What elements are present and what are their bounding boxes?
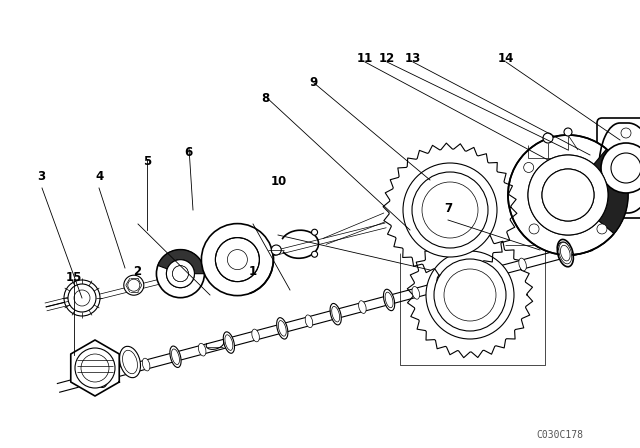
Circle shape xyxy=(542,169,594,221)
Circle shape xyxy=(202,224,273,296)
Text: 6: 6 xyxy=(185,146,193,159)
Text: 11: 11 xyxy=(356,52,373,65)
Ellipse shape xyxy=(223,332,234,353)
Polygon shape xyxy=(71,340,119,396)
Ellipse shape xyxy=(559,242,572,264)
Polygon shape xyxy=(407,233,532,358)
Ellipse shape xyxy=(358,301,366,314)
Ellipse shape xyxy=(561,246,570,261)
Wedge shape xyxy=(568,149,628,233)
Circle shape xyxy=(422,182,478,238)
Ellipse shape xyxy=(120,346,141,378)
Circle shape xyxy=(417,177,483,243)
Ellipse shape xyxy=(276,318,288,339)
Text: 10: 10 xyxy=(270,175,287,188)
Ellipse shape xyxy=(557,239,573,267)
Ellipse shape xyxy=(438,278,447,293)
Text: 5: 5 xyxy=(143,155,151,168)
Ellipse shape xyxy=(437,275,448,297)
Circle shape xyxy=(312,251,317,257)
Circle shape xyxy=(528,155,608,235)
Ellipse shape xyxy=(385,292,393,308)
Text: 2: 2 xyxy=(134,264,141,278)
Circle shape xyxy=(75,348,115,388)
Text: 9: 9 xyxy=(310,76,317,90)
Circle shape xyxy=(412,172,488,248)
Ellipse shape xyxy=(465,272,473,285)
Circle shape xyxy=(64,280,100,316)
Wedge shape xyxy=(158,250,204,274)
Circle shape xyxy=(621,128,631,138)
Text: 13: 13 xyxy=(404,52,421,65)
Circle shape xyxy=(439,264,501,326)
Circle shape xyxy=(81,354,109,382)
Circle shape xyxy=(227,250,248,270)
Circle shape xyxy=(444,269,496,321)
Circle shape xyxy=(528,155,608,235)
Circle shape xyxy=(558,242,568,252)
Ellipse shape xyxy=(305,315,313,327)
Circle shape xyxy=(166,260,195,288)
Circle shape xyxy=(384,144,516,276)
Ellipse shape xyxy=(142,358,150,371)
Text: 1: 1 xyxy=(249,264,257,278)
Circle shape xyxy=(312,229,317,235)
Circle shape xyxy=(542,169,594,221)
Ellipse shape xyxy=(332,306,340,322)
Ellipse shape xyxy=(172,349,179,365)
Circle shape xyxy=(216,237,259,282)
Ellipse shape xyxy=(225,335,233,350)
Circle shape xyxy=(408,233,532,357)
Ellipse shape xyxy=(170,346,181,367)
Text: 7: 7 xyxy=(444,202,452,215)
Circle shape xyxy=(68,284,96,312)
Text: 3: 3 xyxy=(38,170,45,184)
Circle shape xyxy=(611,153,640,183)
Circle shape xyxy=(172,266,188,282)
Circle shape xyxy=(128,279,140,291)
Text: C030C178: C030C178 xyxy=(536,430,584,440)
Circle shape xyxy=(426,251,514,339)
Circle shape xyxy=(601,143,640,193)
Circle shape xyxy=(434,259,506,331)
Ellipse shape xyxy=(519,258,526,271)
Circle shape xyxy=(597,224,607,234)
Circle shape xyxy=(564,128,572,136)
Circle shape xyxy=(403,163,497,257)
Circle shape xyxy=(529,224,539,234)
Ellipse shape xyxy=(278,321,286,336)
Text: 14: 14 xyxy=(497,52,514,65)
Circle shape xyxy=(156,250,204,297)
Circle shape xyxy=(166,260,195,288)
FancyBboxPatch shape xyxy=(597,118,640,218)
Ellipse shape xyxy=(94,366,108,388)
Circle shape xyxy=(508,135,628,255)
Ellipse shape xyxy=(252,329,259,342)
Text: 15: 15 xyxy=(65,271,82,284)
Ellipse shape xyxy=(330,303,341,325)
Circle shape xyxy=(124,275,144,295)
Text: 12: 12 xyxy=(379,52,396,65)
Ellipse shape xyxy=(412,287,420,299)
Circle shape xyxy=(543,133,553,143)
Polygon shape xyxy=(383,143,517,277)
Text: 8: 8 xyxy=(262,92,269,105)
Circle shape xyxy=(271,245,281,255)
Circle shape xyxy=(172,266,188,282)
Ellipse shape xyxy=(383,289,395,310)
Text: 4: 4 xyxy=(95,170,103,184)
Ellipse shape xyxy=(198,343,206,356)
Circle shape xyxy=(524,163,534,172)
